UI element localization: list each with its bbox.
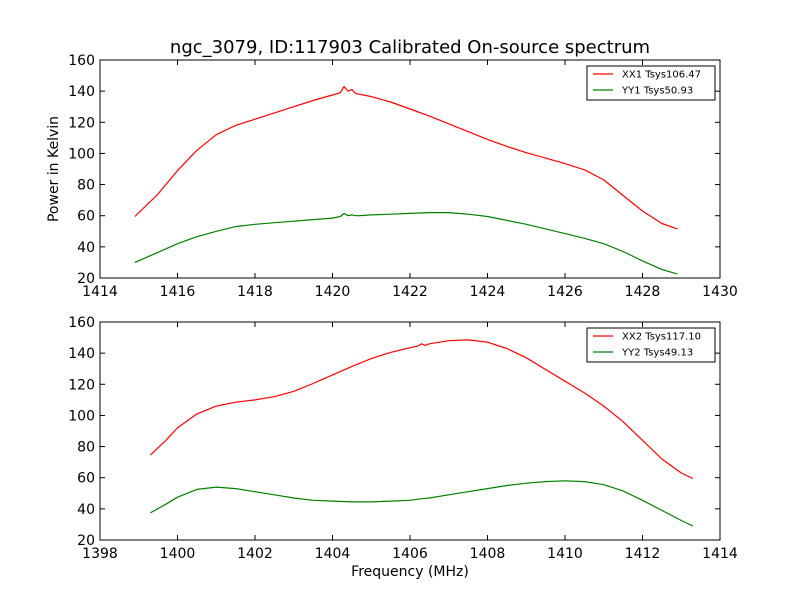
y-tick-label: 160 xyxy=(68,315,95,331)
subplot-bottom: 1398 1400 1402 1404 1406 1408 1410 1412 1414 20 40… xyxy=(68,315,738,580)
y-axis-label-top: Power in Kelvin xyxy=(46,116,62,222)
ticks-bottom: 1398 1400 1402 1404 1406 1408 1410 1412 1414 20 40… xyxy=(68,315,738,562)
x-tick-label: 1400 xyxy=(160,546,196,562)
legend-entry-xx2: XX2 Tsys117.10 xyxy=(622,332,701,343)
x-tick-label: 1414 xyxy=(82,284,118,300)
legend-box-bottom xyxy=(586,327,716,363)
x-tick-label: 1408 xyxy=(470,546,506,562)
y-tick-label: 140 xyxy=(68,84,95,100)
x-tick-label: 1430 xyxy=(702,284,738,300)
y-tick-label: 140 xyxy=(68,346,95,362)
y-tick-label: 80 xyxy=(77,440,95,456)
x-tick-label: 1424 xyxy=(470,284,506,300)
series-line-2-2 xyxy=(150,480,694,527)
y-tick-label: 20 xyxy=(77,271,95,287)
x-tick-label: 1402 xyxy=(237,546,273,562)
y-tick-label: 100 xyxy=(68,408,95,424)
y-tick-label: 20 xyxy=(77,533,95,549)
series-layer-top xyxy=(134,85,678,275)
series-layer-bottom xyxy=(149,339,694,527)
y-tick-label: 120 xyxy=(68,115,95,131)
y-tick-label: 40 xyxy=(77,240,95,256)
x-tick-label: 1422 xyxy=(392,284,428,300)
x-tick-label: 1412 xyxy=(625,546,661,562)
legend-top: XX1 Tsys106.47 YY1 Tsys50.93 xyxy=(586,65,716,101)
figure-title: ngc_3079, ID:117903 Calibrated On-source… xyxy=(170,37,650,58)
series-line-1-2 xyxy=(134,212,678,275)
x-tick-label: 1428 xyxy=(625,284,661,300)
legend-entry-yy2: YY2 Tsys49.13 xyxy=(621,348,693,359)
x-tick-label: 1406 xyxy=(392,546,428,562)
x-tick-label: 1416 xyxy=(160,284,196,300)
series-line-2-1 xyxy=(149,339,694,480)
y-tick-label: 40 xyxy=(77,502,95,518)
x-tick-label: 1404 xyxy=(315,546,351,562)
y-tick-label: 80 xyxy=(77,178,95,194)
y-tick-label: 60 xyxy=(77,209,95,225)
legend-entry-xx1: XX1 Tsys106.47 xyxy=(622,70,701,81)
legend-box-top xyxy=(586,65,716,101)
legend-entry-yy1: YY1 Tsys50.93 xyxy=(621,86,693,97)
x-tick-label: 1420 xyxy=(315,284,351,300)
x-tick-label: 1410 xyxy=(547,546,583,562)
y-tick-label: 160 xyxy=(68,53,95,69)
y-tick-label: 60 xyxy=(77,471,95,487)
y-tick-label: 100 xyxy=(68,146,95,162)
ticks-top: 1414 1416 1418 1420 1422 1424 1426 1428 1430 20 40… xyxy=(68,53,738,300)
x-tick-label: 1398 xyxy=(82,546,118,562)
legend-bottom: XX2 Tsys117.10 YY2 Tsys49.13 xyxy=(586,327,716,363)
series-line-1-1 xyxy=(134,85,678,230)
x-axis-label-bottom: Frequency (MHz) xyxy=(351,564,469,580)
y-tick-label: 120 xyxy=(68,377,95,393)
x-tick-label: 1414 xyxy=(702,546,738,562)
x-tick-label: 1426 xyxy=(547,284,583,300)
x-tick-label: 1418 xyxy=(237,284,273,300)
subplot-top: 1414 1416 1418 1420 1422 1424 1426 1428 1430 20 40… xyxy=(46,53,738,300)
